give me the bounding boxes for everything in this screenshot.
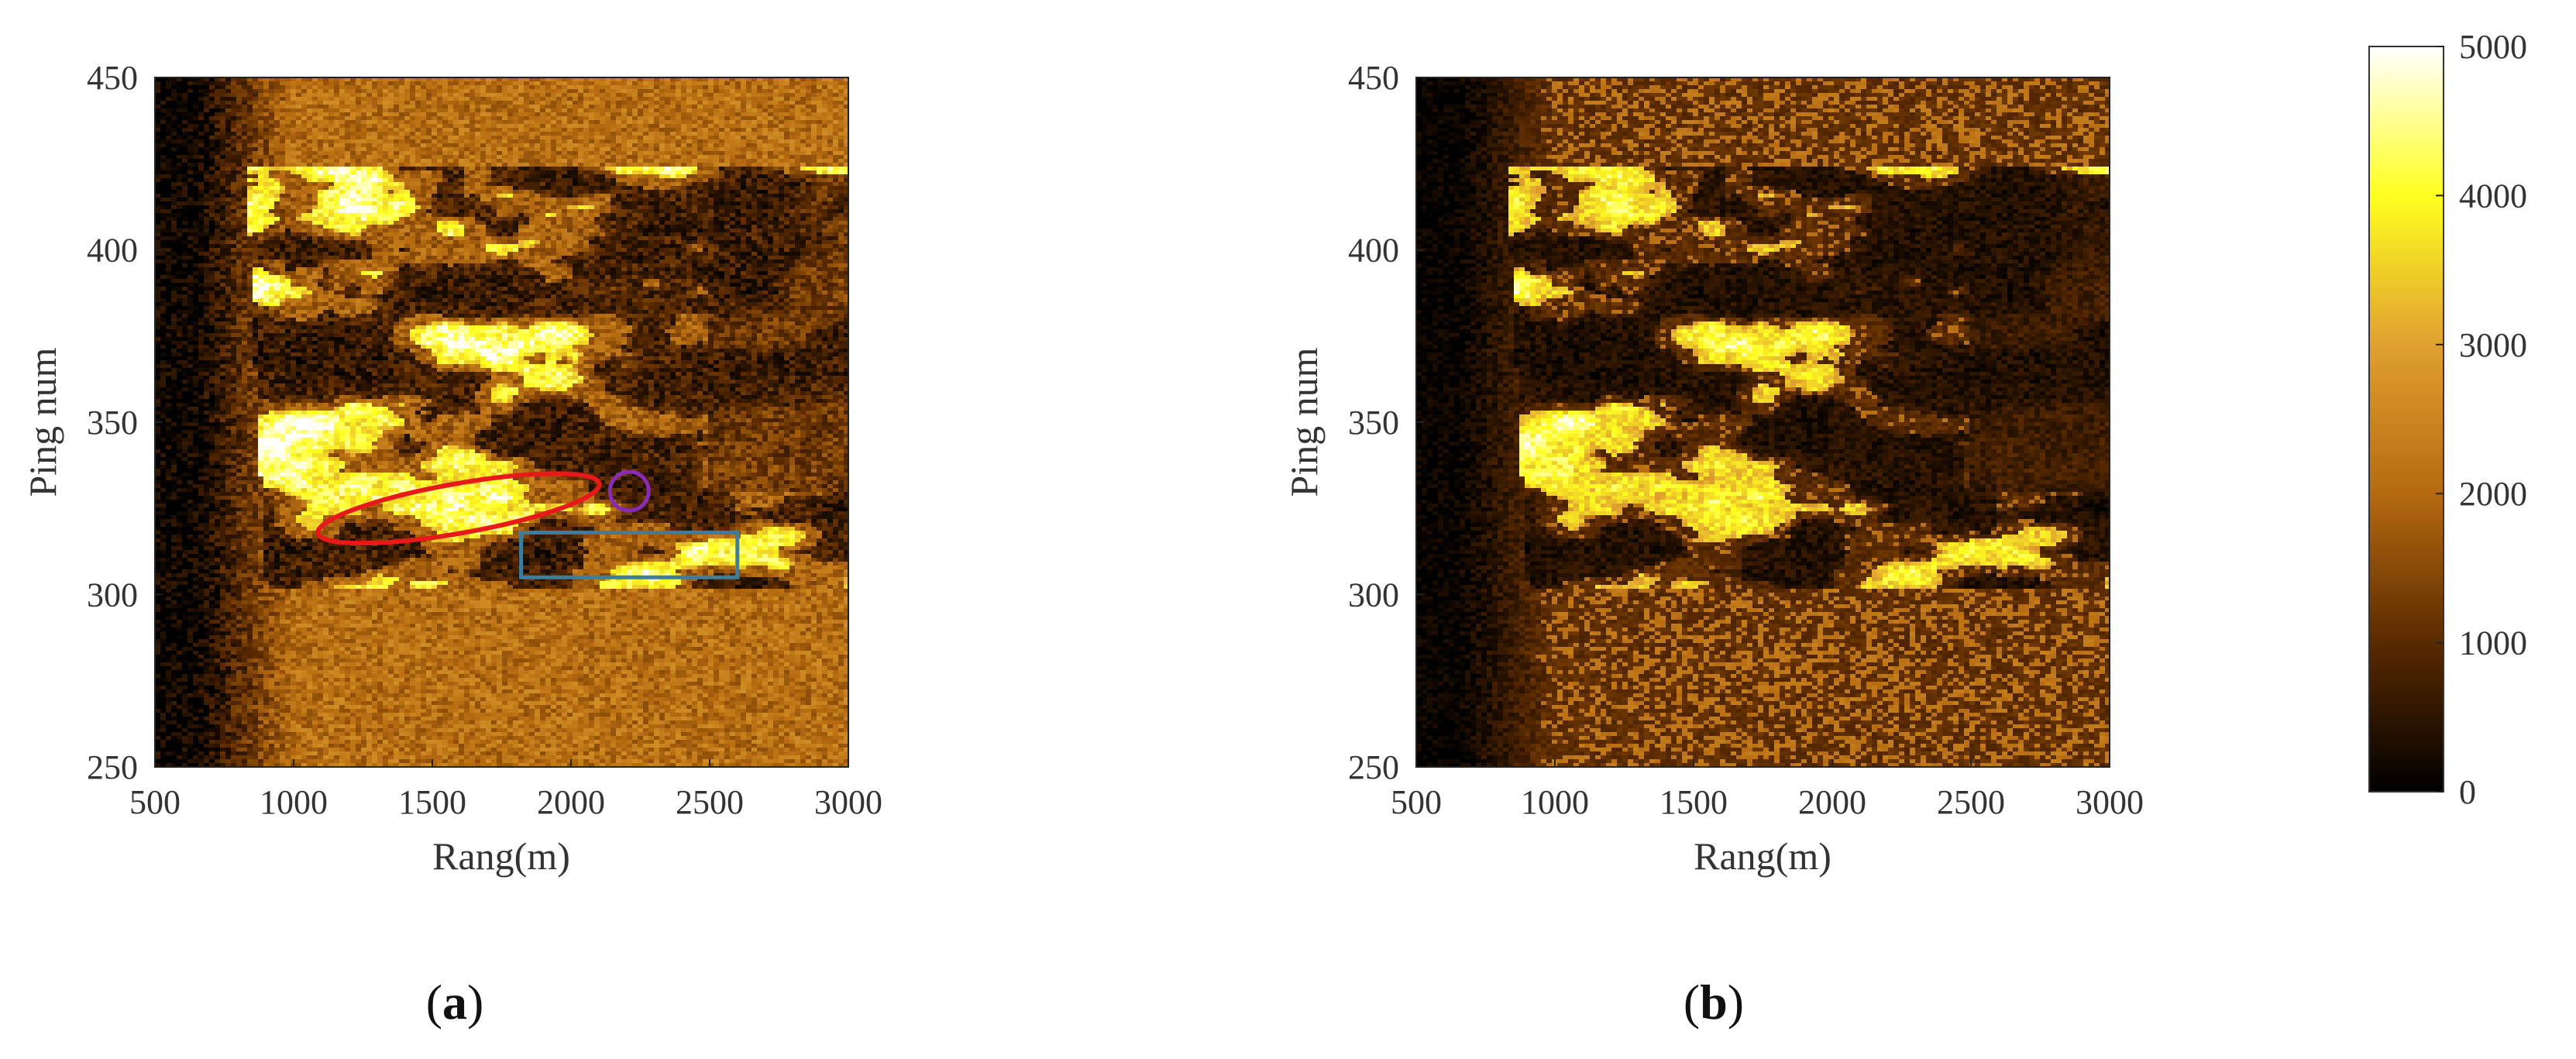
y-tick-label: 350 (87, 404, 138, 442)
axes-a: 500 1000 1500 2000 2500 3000 250 300 350 400 450 (87, 59, 882, 821)
x-tick-label: 500 (1391, 783, 1442, 821)
x-axis-label-a: Rang(m) (432, 834, 570, 878)
x-tick-label: 2000 (1798, 783, 1866, 821)
colorbar-tick-label: 5000 (2459, 28, 2527, 66)
colorbar-tick-label: 2000 (2459, 475, 2527, 513)
panel-a: 500 1000 1500 2000 2500 3000 250 300 350 400 450 R… (21, 59, 882, 1030)
x-tick-label: 500 (129, 783, 181, 821)
x-tick-label: 2500 (1937, 783, 2005, 821)
colorbar-ticks: 0 1000 2000 3000 4000 5000 (2436, 28, 2527, 811)
y-tick-label: 300 (1348, 576, 1399, 614)
annotations-a (315, 469, 740, 579)
colorbar-tick-label: 3000 (2459, 326, 2527, 364)
axes-b: 500 1000 1500 2000 2500 3000 250 300 350 400 450 (1348, 59, 2144, 821)
colorbar-gradient (2368, 46, 2444, 793)
x-tick-label: 2500 (676, 783, 744, 821)
y-tick-label: 400 (1348, 232, 1399, 270)
x-tick-label: 1000 (1521, 783, 1589, 821)
panel-label-a: (a) (426, 975, 484, 1030)
x-axis-label-b: Rang(m) (1694, 834, 1831, 878)
y-tick-label: 300 (87, 576, 138, 614)
panel-b: 500 1000 1500 2000 2500 3000 250 300 350 400 450 R… (1282, 59, 2144, 1030)
y-tick-label: 450 (87, 59, 138, 97)
x-tick-label: 3000 (2076, 783, 2144, 821)
panel-label-b: (b) (1684, 975, 1744, 1030)
y-tick-label: 400 (87, 232, 138, 270)
y-tick-label: 250 (1348, 748, 1399, 786)
y-axis-label-a: Ping num (21, 347, 64, 497)
x-tick-label: 1500 (398, 783, 466, 821)
x-tick-label: 1000 (260, 783, 328, 821)
colorbar-tick-label: 4000 (2459, 177, 2527, 215)
colorbar-tick-label: 0 (2459, 773, 2476, 811)
colorbar-tick-label: 1000 (2459, 624, 2527, 662)
y-axis-label-b: Ping num (1282, 347, 1326, 497)
y-tick-label: 250 (87, 748, 138, 786)
annotation-rectangle (519, 530, 740, 579)
colorbar: 0 1000 2000 3000 4000 5000 (2368, 28, 2527, 811)
y-tick-label: 450 (1348, 59, 1399, 97)
x-tick-label: 2000 (537, 783, 605, 821)
x-tick-label: 1500 (1659, 783, 1728, 821)
annotation-ellipse (315, 471, 602, 546)
annotation-circle (607, 469, 651, 513)
sonar-image-a (155, 77, 848, 767)
y-tick-label: 350 (1348, 404, 1399, 442)
x-tick-label: 3000 (814, 783, 882, 821)
sonar-image-b (1416, 77, 2110, 767)
